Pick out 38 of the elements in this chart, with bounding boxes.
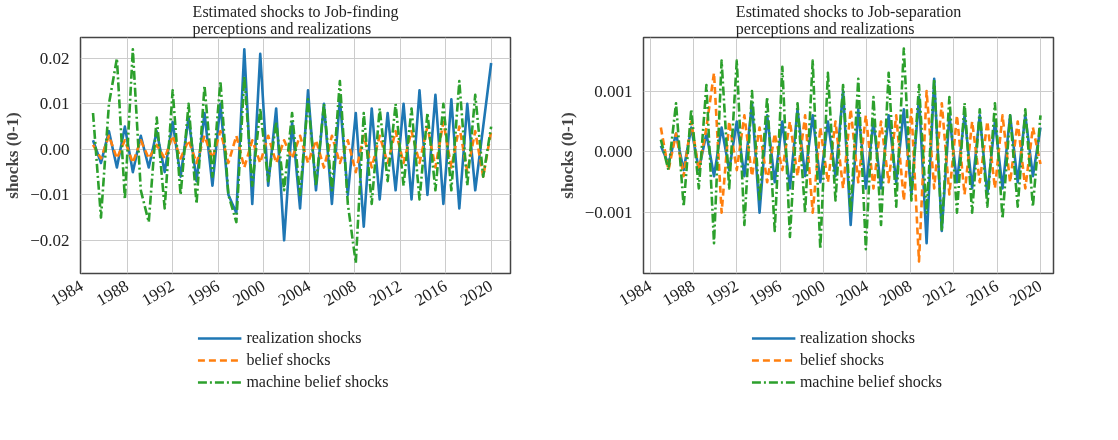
x-tick-label: 2020 xyxy=(456,276,496,310)
x-tick-label: 2016 xyxy=(962,276,1002,310)
x-tick-label: 2020 xyxy=(1006,276,1046,310)
legend-label: realization shocks xyxy=(799,329,915,347)
y-tick-label: 0.00 xyxy=(39,139,70,159)
legend-label: realization shocks xyxy=(246,329,362,347)
x-tick-label: 2000 xyxy=(229,276,269,310)
y-tick-label: 0.02 xyxy=(39,48,70,68)
x-tick-label: 2012 xyxy=(365,276,405,310)
x-tick-label: 2004 xyxy=(832,276,873,310)
x-tick-label: 1996 xyxy=(745,276,785,310)
x-tick-label: 1988 xyxy=(659,276,699,310)
y-tick-label: −0.02 xyxy=(30,230,70,250)
y-tick-label: −0.001 xyxy=(584,203,633,223)
x-tick-label: 1992 xyxy=(138,276,178,310)
x-tick-label: 2008 xyxy=(876,276,916,310)
y-tick-label: 0.000 xyxy=(594,142,633,162)
legend-label: belief shocks xyxy=(246,351,331,369)
x-tick-label: 1984 xyxy=(615,276,656,310)
chart-title: Estimated shocks to Job-finding perceptions and realizations xyxy=(192,2,399,39)
x-tick-label: 1992 xyxy=(702,276,742,310)
x-tick-label: 2000 xyxy=(789,276,829,310)
x-tick-label: 1996 xyxy=(183,276,223,310)
x-tick-label: 2012 xyxy=(919,276,959,310)
y-axis-title: shocks (0-1) xyxy=(3,112,23,199)
x-tick-label: 1984 xyxy=(47,276,87,310)
x-tick-label: 1988 xyxy=(92,276,132,310)
legend-label: machine belief shocks xyxy=(246,373,389,391)
y-axis-title: shocks (0-1) xyxy=(557,112,577,199)
chart-title: Estimated shocks to Job-separation perceptions and realizations xyxy=(735,2,962,39)
legend-label: machine belief shocks xyxy=(799,373,943,391)
x-tick-label: 2004 xyxy=(274,276,315,310)
legend-label: belief shocks xyxy=(799,351,884,369)
y-tick-label: −0.01 xyxy=(30,185,70,205)
x-tick-label: 2016 xyxy=(411,276,451,310)
y-tick-label: 0.001 xyxy=(594,81,633,101)
y-tick-label: 0.01 xyxy=(39,94,70,114)
x-tick-label: 2008 xyxy=(320,276,360,310)
